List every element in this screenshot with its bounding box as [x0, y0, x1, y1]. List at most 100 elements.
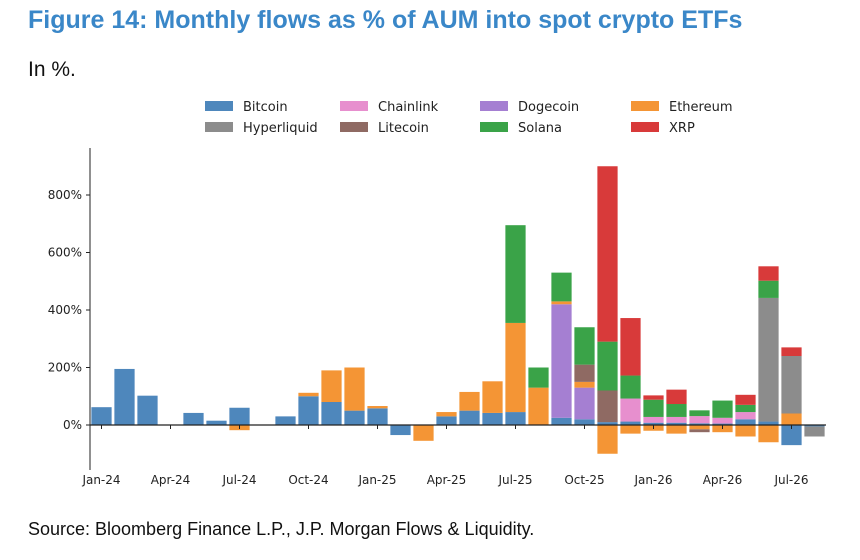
bar-solana-may-26 — [735, 404, 756, 413]
bar-ethereum-mar-26 — [689, 425, 710, 430]
bar-litecoin-mar-26 — [689, 429, 710, 433]
bar-solana-feb-26 — [666, 404, 687, 417]
bar-solana-apr-26 — [712, 400, 733, 418]
x-tick-label: Apr-24 — [151, 473, 191, 487]
bar-ethereum-oct-25 — [574, 381, 595, 388]
bar-ethereum-apr-25 — [436, 412, 457, 417]
bar-chainlink-apr-26 — [712, 417, 733, 424]
y-tick-label: 800% — [48, 188, 82, 202]
x-tick-label: Jul-25 — [497, 473, 532, 487]
bar-bitcoin-dec-24 — [344, 410, 365, 426]
bar-ethereum-jan-25 — [367, 406, 388, 409]
bar-ethereum-jul-25 — [505, 322, 526, 413]
bar-ethereum-nov-25 — [597, 425, 618, 454]
bar-bitcoin-dec-25 — [620, 421, 641, 425]
bar-solana-jun-26 — [758, 280, 779, 298]
legend-label-dogecoin: Dogecoin — [518, 100, 579, 115]
legend-swatch-ethereum — [631, 101, 659, 111]
bar-ethereum-feb-26 — [666, 425, 687, 434]
bar-ethereum-may-25 — [459, 391, 480, 411]
bar-xrp-jan-26 — [643, 395, 664, 400]
source-note: Source: Bloomberg Finance L.P., J.P. Mor… — [28, 519, 535, 539]
legend-label-chainlink: Chainlink — [378, 100, 439, 115]
legend-label-bitcoin: Bitcoin — [243, 100, 288, 115]
bar-bitcoin-oct-24 — [298, 396, 319, 425]
bar-bitcoin-jul-25 — [505, 412, 526, 425]
bar-chainlink-may-26 — [735, 412, 756, 420]
chart-subtitle: In %. — [28, 58, 76, 81]
bar-bitcoin-feb-25 — [390, 425, 411, 436]
bar-ethereum-mar-25 — [413, 425, 434, 441]
legend-swatch-solana — [480, 122, 508, 132]
bar-hyperliquid-jun-26 — [758, 297, 779, 422]
bar-bitcoin-feb-24 — [114, 368, 135, 425]
bar-solana-mar-26 — [689, 410, 710, 417]
bar-bitcoin-may-25 — [459, 410, 480, 426]
y-tick-label: 600% — [48, 246, 82, 260]
bar-ethereum-jun-26 — [758, 425, 779, 443]
x-tick-label: Apr-25 — [427, 473, 467, 487]
bar-solana-dec-25 — [620, 375, 641, 399]
bar-bitcoin-feb-26 — [666, 422, 687, 425]
bar-bitcoin-apr-25 — [436, 416, 457, 426]
y-tick-label: 0% — [63, 418, 82, 432]
bar-ethereum-may-26 — [735, 425, 756, 437]
bar-bitcoin-aug-26 — [804, 425, 825, 427]
bar-chainlink-mar-26 — [689, 416, 710, 424]
bar-chainlink-jan-26 — [643, 416, 664, 423]
bar-bitcoin-sep-24 — [275, 416, 296, 426]
chart-axes: 0% 200% 400% 600% 800% Jan-24 Apr-24 Jul-24 Oct-… — [48, 148, 826, 487]
bar-solana-nov-25 — [597, 341, 618, 391]
bar-ethereum-jun-25 — [482, 381, 503, 413]
bar-solana-jul-25 — [505, 225, 526, 323]
bar-bitcoin-jul-24 — [229, 407, 250, 425]
x-tick-label: Jan-25 — [357, 473, 396, 487]
bar-ethereum-sep-25 — [551, 301, 572, 305]
legend-label-hyperliquid: Hyperliquid — [243, 121, 318, 136]
bar-bitcoin-may-26 — [735, 419, 756, 425]
bar-ethereum-aug-25 — [528, 387, 549, 426]
legend-swatch-xrp — [631, 122, 659, 132]
bar-litecoin-oct-25 — [574, 364, 595, 382]
bar-ethereum-nov-24 — [321, 370, 342, 403]
bar-xrp-jun-26 — [758, 266, 779, 281]
bar-xrp-dec-25 — [620, 318, 641, 376]
bar-chainlink-feb-26 — [666, 416, 687, 423]
bar-bitcoin-jan-26 — [643, 422, 664, 425]
bar-solana-oct-25 — [574, 327, 595, 365]
bar-solana-aug-25 — [528, 367, 549, 388]
bar-chainlink-dec-25 — [620, 398, 641, 422]
legend-swatch-chainlink — [340, 101, 368, 111]
x-tick-label: Oct-24 — [288, 473, 328, 487]
bar-bitcoin-nov-24 — [321, 402, 342, 425]
bar-bitcoin-jul-26 — [781, 425, 802, 446]
bar-bitcoin-jan-24 — [91, 407, 112, 425]
legend-swatch-bitcoin — [205, 101, 233, 111]
bar-solana-sep-25 — [551, 272, 572, 302]
bar-bitcoin-sep-25 — [551, 417, 572, 425]
x-tick-label: Apr-26 — [703, 473, 743, 487]
bar-bitcoin-apr-26 — [712, 423, 733, 425]
bar-xrp-may-26 — [735, 394, 756, 405]
legend-label-solana: Solana — [518, 121, 562, 136]
x-tick-label: Jul-26 — [773, 473, 808, 487]
bar-ethereum-dec-24 — [344, 367, 365, 411]
bar-litecoin-nov-25 — [597, 390, 618, 423]
bar-hyperliquid-aug-26 — [804, 426, 825, 437]
legend-label-ethereum: Ethereum — [669, 100, 733, 115]
legend-label-xrp: XRP — [669, 121, 695, 136]
bar-bitcoin-jun-26 — [758, 421, 779, 425]
bar-bitcoin-mar-24 — [137, 395, 158, 425]
bar-ethereum-oct-24 — [298, 392, 319, 397]
x-tick-label: Oct-25 — [564, 473, 604, 487]
bar-bitcoin-may-24 — [183, 412, 204, 425]
bar-xrp-jul-26 — [781, 347, 802, 357]
legend-label-litecoin: Litecoin — [378, 121, 429, 136]
y-tick-label: 400% — [48, 303, 82, 317]
bar-xrp-feb-26 — [666, 389, 687, 405]
bar-bitcoin-oct-25 — [574, 419, 595, 425]
bar-dogecoin-oct-25 — [574, 387, 595, 420]
bar-dogecoin-sep-25 — [551, 304, 572, 418]
chart-legend: Bitcoin Chainlink Dogecoin Ethereum Hyperliq… — [205, 100, 733, 136]
x-tick-label: Jan-24 — [81, 473, 120, 487]
